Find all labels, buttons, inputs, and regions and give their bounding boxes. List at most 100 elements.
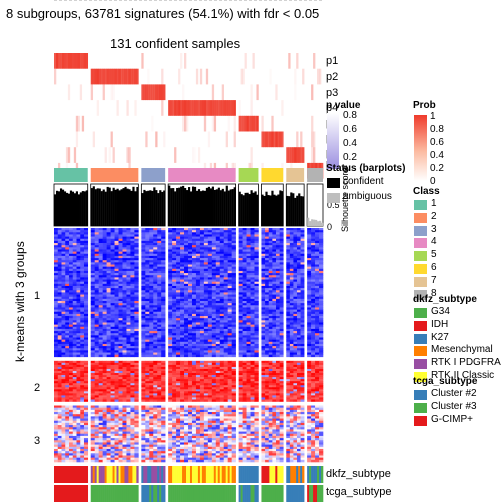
heatmap-cell	[261, 366, 266, 370]
heatmap-cell	[279, 354, 284, 358]
heatmap-cell	[276, 322, 280, 325]
heatmap-cell	[114, 316, 119, 319]
heatmap-cell	[98, 348, 103, 351]
heatmap-cell	[242, 279, 247, 282]
heatmap-cell	[199, 279, 205, 282]
heatmap-cell	[110, 313, 115, 317]
heatmap-cell	[130, 331, 135, 334]
heatmap-cell	[145, 262, 150, 265]
heatmap-cell	[184, 333, 189, 336]
heatmap-cell	[272, 255, 277, 259]
heatmap-cell	[311, 283, 316, 287]
heatmap-cell	[114, 309, 119, 313]
heatmap-cell	[126, 243, 131, 246]
heatmap-cell	[114, 247, 119, 250]
heatmap-cell	[199, 324, 205, 328]
heatmap-cell	[157, 370, 162, 374]
heatmap-cell	[106, 243, 111, 246]
heatmap-cell	[254, 258, 259, 261]
heatmap-cell	[207, 350, 213, 353]
heatmap-cell	[65, 228, 70, 231]
heatmap-cell	[246, 377, 251, 380]
heatmap-cell	[145, 339, 150, 343]
heatmap-cell	[141, 373, 146, 376]
heatmap-cell	[311, 316, 316, 319]
heatmap-cell	[94, 251, 99, 255]
heatmap-cell	[122, 305, 127, 308]
heatmap-cell	[83, 346, 89, 349]
heatmap-cell	[83, 232, 89, 235]
heatmap-cell	[246, 298, 251, 302]
heatmap-cell	[300, 362, 305, 366]
heatmap-cell	[219, 309, 225, 313]
prob-cell	[153, 84, 156, 101]
heatmap-cell	[122, 290, 127, 293]
heatmap-cell	[311, 354, 316, 358]
heatmap-cell	[72, 313, 77, 317]
heatmap-cell	[315, 366, 320, 370]
heatmap-cell	[145, 303, 150, 306]
heatmap-cell	[215, 281, 221, 285]
heatmap-cell	[180, 249, 185, 252]
heatmap-cell	[187, 230, 193, 233]
heatmap-cell	[122, 324, 127, 328]
heatmap-cell	[145, 370, 150, 374]
heatmap-cell	[65, 251, 70, 255]
heatmap-cell	[72, 270, 77, 274]
heatmap-cell	[261, 296, 266, 300]
heatmap-cell	[231, 373, 236, 376]
heatmap-cell	[130, 262, 135, 265]
heatmap-cell	[319, 318, 324, 321]
heatmap-cell	[65, 366, 70, 370]
silhouette-bar	[215, 189, 218, 226]
heatmap-cell	[238, 331, 243, 334]
heatmap-cell	[106, 301, 111, 304]
heatmap-cell	[227, 253, 232, 257]
heatmap-cell	[180, 307, 185, 310]
heatmap-cell	[293, 350, 298, 353]
silhouette-bar	[104, 191, 107, 226]
heatmap-cell	[261, 313, 266, 317]
heatmap-cell	[72, 366, 77, 370]
heatmap-cell	[83, 292, 89, 295]
heatmap-cell	[157, 362, 162, 366]
heatmap-cell	[315, 279, 320, 282]
heatmap-cell	[94, 243, 99, 246]
heatmap-cell	[72, 290, 77, 293]
heatmap-cell	[184, 264, 189, 267]
heatmap-cell	[98, 341, 103, 345]
heatmap-cell	[161, 288, 166, 291]
heatmap-cell	[203, 335, 209, 338]
heatmap-cell	[106, 331, 111, 334]
prob-cell	[229, 100, 232, 116]
heatmap-cell	[187, 377, 193, 380]
heatmap-cell	[265, 236, 270, 240]
heatmap-cell	[300, 255, 305, 259]
heatmap-cell	[114, 270, 119, 274]
heatmap-cell	[122, 262, 127, 265]
heatmap-cell	[203, 249, 209, 252]
heatmap-cell	[296, 247, 301, 250]
heatmap-cell	[293, 368, 298, 372]
heatmap-cell	[199, 337, 205, 340]
heatmap-cell	[215, 260, 221, 263]
prob-cell	[265, 131, 268, 148]
heatmap-cell	[289, 281, 294, 285]
heatmap-cell	[72, 318, 77, 321]
heatmap-cell	[176, 294, 181, 298]
prob-cell	[250, 100, 253, 116]
heatmap-cell	[231, 383, 236, 386]
heatmap-cell	[76, 245, 81, 248]
heatmap-cell	[272, 258, 277, 261]
heatmap-cell	[57, 268, 62, 272]
prob-cell	[199, 68, 203, 85]
heatmap-cell	[184, 368, 189, 372]
heatmap-cell	[211, 298, 217, 302]
heatmap-cell	[227, 232, 232, 235]
heatmap-cell	[246, 273, 251, 276]
heatmap-cell	[161, 354, 166, 358]
heatmap-cell	[265, 383, 270, 386]
heatmap-cell	[130, 318, 135, 321]
heatmap-cell	[134, 320, 139, 323]
heatmap-cell	[289, 370, 294, 374]
